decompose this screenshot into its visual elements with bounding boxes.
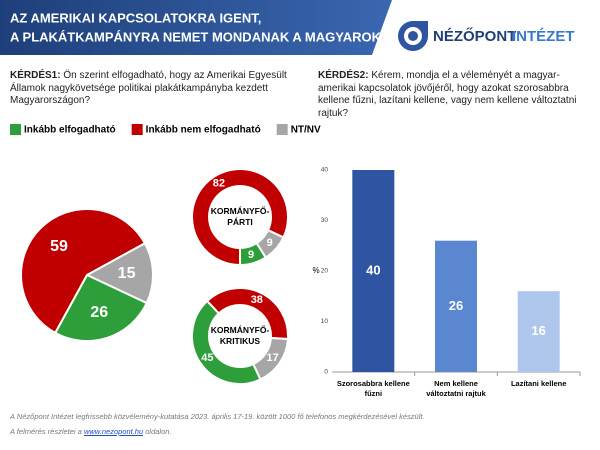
logo-text: NÉZŐPONT xyxy=(433,27,516,45)
header-title: AZ AMERIKAI KAPCSOLATOKRA IGENT, xyxy=(10,10,261,25)
bar xyxy=(435,240,477,372)
donut-label: KORMÁNYFŐ- xyxy=(211,324,270,335)
question: KÉRDÉS1: Ön szerint elfogadható, hogy az… xyxy=(10,70,302,108)
bar xyxy=(517,291,560,372)
value-label: 38 xyxy=(251,294,263,306)
slice xyxy=(191,299,262,385)
x-tick-label: Lazítani kellene xyxy=(511,379,566,388)
value-label: 40 xyxy=(366,262,380,277)
donut-label: PÁRTI xyxy=(227,217,253,227)
donut-label: KORMÁNYFŐ- xyxy=(211,205,270,216)
donut-label: KRITIKUS xyxy=(220,336,260,346)
footer-note: A felmérés részletei a www.nezopont.hu o… xyxy=(10,427,172,436)
x-tick-label: változtatni rajtuk xyxy=(426,389,486,398)
value-label: 45 xyxy=(201,352,213,364)
y-tick-label: 40 xyxy=(321,167,329,174)
value-label: 59 xyxy=(50,238,68,255)
legend-swatch xyxy=(276,124,288,135)
legend-swatch xyxy=(131,124,143,135)
value-label: 16 xyxy=(531,323,545,338)
slice xyxy=(20,208,147,335)
question-text: Kérem, mondja el a véleményét a magyar-a… xyxy=(318,70,577,119)
logo: NÉZŐPONT INTÉZET xyxy=(398,21,575,51)
footer-text: A felmérés részletei a xyxy=(10,427,82,436)
legend-label: Inkább nem elfogadható xyxy=(146,125,261,136)
question-label: KÉRDÉS2: xyxy=(318,70,369,81)
question-label: KÉRDÉS1: xyxy=(10,70,61,81)
y-axis-label: % xyxy=(312,266,319,275)
y-tick-label: 20 xyxy=(321,268,329,275)
value-label: 82 xyxy=(213,178,225,190)
bar xyxy=(352,170,395,372)
value-label: 26 xyxy=(449,298,463,313)
logo-text: INTÉZET xyxy=(512,28,575,45)
value-label: 15 xyxy=(118,265,136,282)
x-tick-label: fűzni xyxy=(365,389,383,398)
value-label: 17 xyxy=(267,352,279,364)
footer-note: A Nézőpont Intézet legfrissebb közvélemé… xyxy=(10,412,425,421)
slice xyxy=(239,241,268,267)
y-tick-label: 10 xyxy=(321,318,329,325)
y-tick-label: 0 xyxy=(324,369,328,376)
legend-label: Inkább elfogadható xyxy=(24,125,116,136)
question-text: Ön szerint elfogadható, hogy az Amerikai… xyxy=(10,70,287,106)
x-tick-label: Nem kellene xyxy=(434,379,478,388)
slice xyxy=(84,241,154,305)
question: KÉRDÉS2: Kérem, mondja el a véleményét a… xyxy=(318,70,586,120)
value-label: 9 xyxy=(267,237,273,249)
y-tick-label: 30 xyxy=(321,217,329,224)
legend-label: NT/NV xyxy=(291,125,321,136)
value-label: 26 xyxy=(90,304,108,321)
legend-swatch xyxy=(10,124,21,135)
x-tick-label: Szorosabbra kellene xyxy=(337,379,410,388)
header-title: A PLAKÁTKAMPÁNYRA NEMET MONDANAK A MAGYA… xyxy=(10,29,382,44)
header-band xyxy=(0,0,392,55)
footer-link[interactable]: www.nezopont.hu xyxy=(83,427,144,436)
slice xyxy=(191,168,289,267)
value-label: 9 xyxy=(248,249,254,261)
footer-text: oldalon. xyxy=(145,427,172,436)
